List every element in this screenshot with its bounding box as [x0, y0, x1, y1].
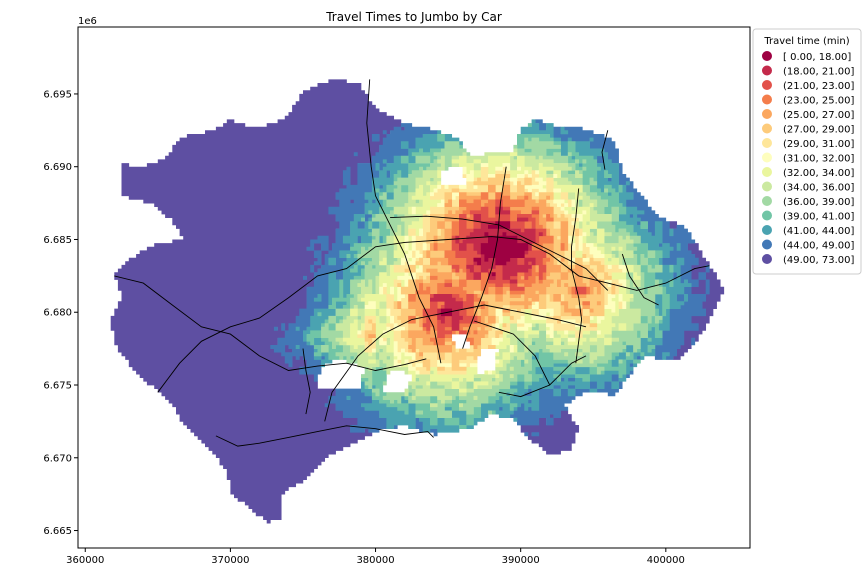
legend-label: (18.00, 21.00] [783, 67, 855, 78]
y-tick-label: 6.670 [43, 453, 72, 464]
legend-marker [762, 80, 772, 90]
x-tick-label: 380000 [356, 555, 394, 566]
x-tick-label: 400000 [647, 555, 685, 566]
legend-label: (25.00, 27.00] [783, 110, 855, 121]
x-tick-label: 360000 [66, 555, 104, 566]
legend-label: (32.00, 34.00] [783, 168, 855, 179]
heatmap-cell-group [357, 166, 623, 375]
road-network [114, 79, 710, 447]
y-tick-label: 6.685 [43, 235, 72, 246]
y-tick-label: 6.690 [43, 162, 72, 173]
legend: Travel time (min) [ 0.00, 18.00] (18.00, … [752, 28, 862, 275]
legend-box [752, 28, 862, 275]
legend-marker [762, 138, 772, 148]
road-line [390, 215, 609, 291]
legend-marker [762, 152, 772, 163]
legend-marker [762, 254, 772, 264]
legend-label: (29.00, 31.00] [783, 139, 855, 150]
heatmap-cells [110, 79, 725, 524]
road-line [462, 166, 507, 349]
y-tick-label: 6.695 [43, 89, 72, 100]
plot-frame [77, 26, 751, 549]
road-line [474, 320, 551, 386]
legend-marker [762, 210, 772, 221]
y-tick-label: 6.675 [43, 381, 72, 392]
road-line [621, 253, 659, 306]
legend-marker [762, 225, 772, 235]
heatmap-cell-group [342, 152, 641, 393]
legend-label: (41.00, 44.00] [783, 226, 855, 237]
legend-marker [762, 65, 772, 76]
heatmap-cell-group [364, 174, 616, 371]
heatmap-cell-group [440, 221, 529, 317]
legend-label: (44.00, 49.00] [783, 241, 855, 252]
y-tick-label: 6.665 [43, 526, 72, 537]
legend-label: [ 0.00, 18.00] [783, 52, 851, 63]
legend-marker [762, 109, 772, 119]
legend-marker [762, 181, 772, 192]
road-line [601, 130, 609, 170]
legend-label: (23.00, 25.00] [783, 96, 855, 107]
x-tick-label: 370000 [211, 555, 249, 566]
legend-marker [762, 51, 772, 61]
legend-title: Travel time (min) [763, 36, 849, 47]
legend-label: (21.00, 23.00] [783, 81, 855, 92]
legend-label: (36.00, 39.00] [783, 197, 855, 208]
legend-marker [762, 94, 772, 105]
road-line [571, 188, 583, 364]
legend-label: (34.00, 36.00] [783, 183, 855, 194]
legend-marker [762, 196, 772, 206]
legend-label: (27.00, 29.00] [783, 125, 855, 136]
legend-marker [762, 167, 772, 177]
x-tick-label: 390000 [502, 555, 540, 566]
heatmap-cell-group [408, 192, 590, 346]
heatmap-cell-group [430, 206, 543, 331]
y-axis: 6.665 6.670 6.675 6.680 6.685 6.690 6.695 [43, 89, 78, 537]
road-line [498, 355, 587, 398]
legend-marker [762, 123, 772, 134]
y-offset-label: 1e6 [78, 16, 97, 27]
road-line [302, 348, 311, 415]
road-line [157, 236, 710, 393]
road-line [324, 304, 587, 422]
legend-marker [762, 239, 772, 250]
x-axis: 360000 370000 380000 390000 400000 [66, 548, 685, 566]
heatmap-cell-group [110, 79, 725, 524]
legend-label: (49.00, 73.00] [783, 255, 855, 266]
y-tick-label: 6.680 [43, 308, 72, 319]
road-line [215, 425, 434, 447]
road-line [114, 275, 427, 371]
road-line [366, 79, 442, 364]
legend-label: (31.00, 32.00] [783, 154, 855, 165]
heatmap-cell-group [422, 199, 587, 339]
heatmap-cell-group [335, 148, 641, 408]
legend-label: (39.00, 41.00] [783, 212, 855, 223]
chart-title: Travel Times to Jumbo by Car [325, 10, 502, 24]
